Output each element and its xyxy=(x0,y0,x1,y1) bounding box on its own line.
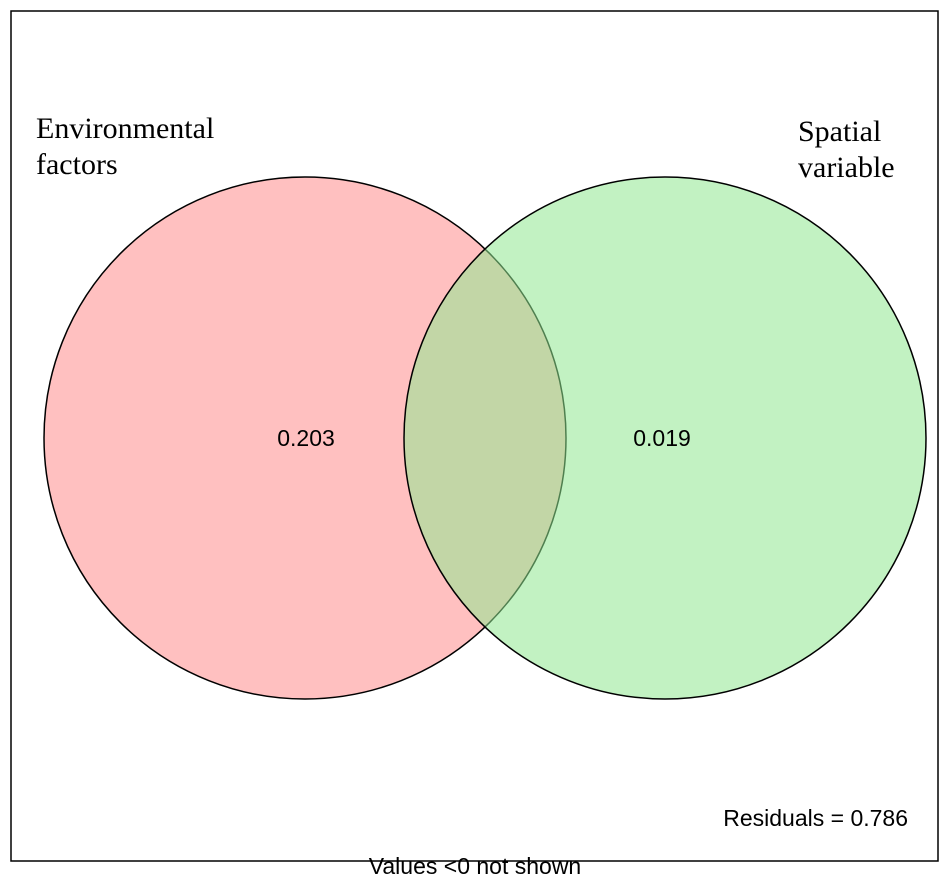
spatial-variable-label-line-1: Spatial xyxy=(798,115,881,148)
environmental-factors-unique-value: 0.203 xyxy=(277,425,335,451)
spatial-variable-unique-value: 0.019 xyxy=(633,425,691,451)
values-below-zero-note: Values <0 not shown xyxy=(368,853,582,879)
plot-frame xyxy=(10,10,939,862)
spatial-variable-label-line-2: variable xyxy=(798,151,895,184)
environmental-factors-label-line-1: Environmental xyxy=(36,112,214,145)
environmental-factors-label-line-2: factors xyxy=(36,148,118,181)
spatial-variable-circle xyxy=(403,176,927,700)
residuals-label: Residuals = 0.786 xyxy=(723,805,908,831)
